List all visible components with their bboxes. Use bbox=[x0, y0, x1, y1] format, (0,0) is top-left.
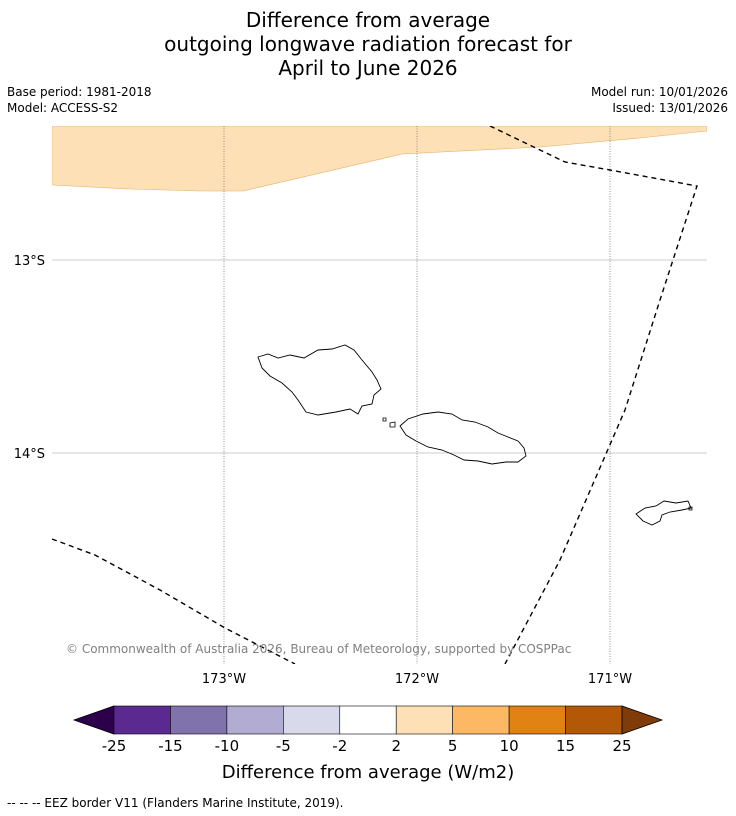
eez-border-north-east bbox=[489, 126, 698, 664]
lon-label-172w: 172°W bbox=[395, 672, 439, 687]
meta-left: Base period: 1981-2018 Model: ACCESS-S2 bbox=[7, 84, 152, 116]
colorbar-tick-label: -2 bbox=[332, 737, 347, 755]
eez-border-south-west bbox=[52, 538, 296, 664]
model-run: Model run: 10/01/2026 bbox=[590, 85, 728, 99]
colorbar-tick-label: 5 bbox=[448, 737, 458, 755]
lat-label-14s: 14°S bbox=[14, 447, 45, 462]
anomaly-region bbox=[52, 126, 707, 192]
colorbar-tick-label: -5 bbox=[276, 737, 291, 755]
lat-label-13s: 13°S bbox=[14, 254, 45, 269]
colorbar-bin bbox=[395, 705, 453, 735]
title-line-2: outgoing longwave radiation forecast for bbox=[164, 32, 572, 56]
colorbar-bin bbox=[113, 705, 171, 735]
island-apolima bbox=[382, 417, 387, 422]
colorbar-tick-label: -15 bbox=[158, 737, 183, 755]
lon-label-171w: 171°W bbox=[588, 672, 632, 687]
colorbar-bin bbox=[226, 705, 284, 735]
title-line-3: April to June 2026 bbox=[278, 56, 458, 80]
copyright-text: © Commonwealth of Australia 2026, Bureau… bbox=[66, 642, 571, 656]
island-tutuila bbox=[635, 500, 692, 526]
chart-title: Difference from average outgoing longwav… bbox=[0, 8, 736, 80]
colorbar-extend-low bbox=[72, 705, 115, 735]
colorbar-title: Difference from average (W/m2) bbox=[222, 762, 514, 783]
colorbar-extend-high bbox=[621, 705, 664, 735]
title-line-1: Difference from average bbox=[245, 8, 491, 32]
lon-label-173w: 173°W bbox=[202, 672, 246, 687]
island-aunuu bbox=[688, 506, 693, 511]
base-period: Base period: 1981-2018 bbox=[7, 85, 152, 99]
colorbar-bin bbox=[452, 705, 510, 735]
colorbar: -25 -15 -10 -5 -2 2 5 10 15 25 bbox=[72, 705, 664, 755]
colorbar-tick-label: -25 bbox=[102, 737, 127, 755]
colorbar-bin bbox=[283, 705, 341, 735]
island-upolu bbox=[399, 411, 527, 465]
eez-legend-note: -- -- -- EEZ border V11 (Flanders Marine… bbox=[7, 796, 344, 810]
model-name: Model: ACCESS-S2 bbox=[7, 101, 119, 115]
colorbar-bin bbox=[508, 705, 566, 735]
colorbar-tick-label: 25 bbox=[612, 737, 631, 755]
island-manono bbox=[389, 421, 396, 428]
meta-right: Model run: 10/01/2026 Issued: 13/01/2026 bbox=[591, 84, 728, 116]
issued-date: Issued: 13/01/2026 bbox=[612, 101, 728, 115]
island-savaii bbox=[257, 344, 382, 416]
colorbar-bin bbox=[565, 705, 623, 735]
colorbar-bin bbox=[170, 705, 228, 735]
map-area: © Commonwealth of Australia 2026, Bureau… bbox=[52, 126, 707, 664]
colorbar-tick-label: 2 bbox=[391, 737, 401, 755]
colorbar-bin bbox=[339, 705, 397, 735]
colorbar-tick-label: 10 bbox=[500, 737, 519, 755]
colorbar-tick-label: -10 bbox=[215, 737, 240, 755]
colorbar-tick-label: 15 bbox=[556, 737, 575, 755]
